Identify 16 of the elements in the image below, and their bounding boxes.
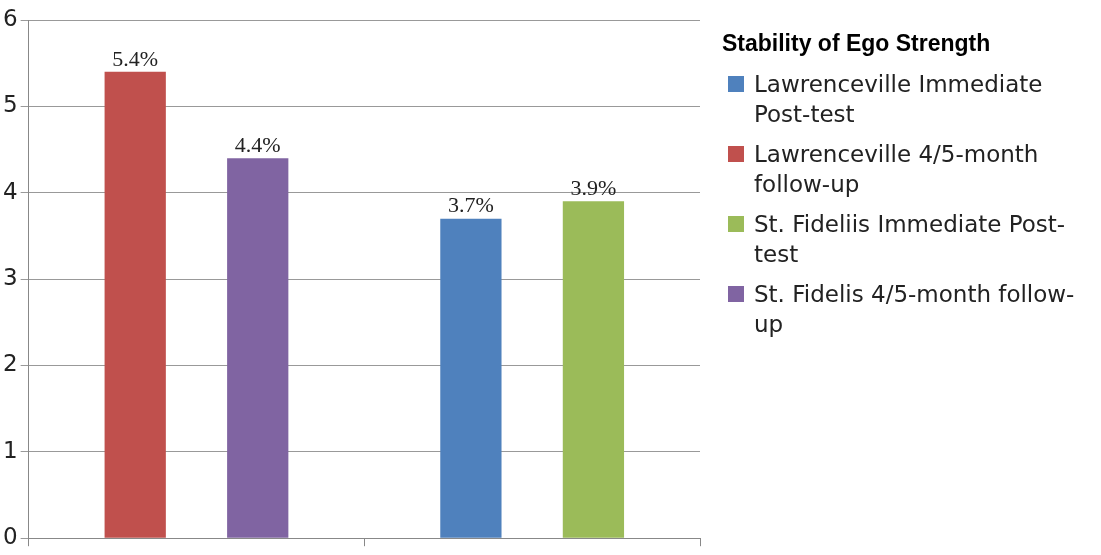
data-label: 5.4% [112, 45, 159, 71]
legend-label: Lawrenceville Immediate Post-test [754, 70, 1044, 129]
legend-label: St. Fideliis Immediate Post-test [754, 210, 1067, 269]
legend-title: Stability of Ego Strength [722, 30, 992, 57]
legend-label: Lawrenceville 4/5-month follow-up [754, 140, 1040, 199]
y-tick-label: 5 [2, 91, 18, 118]
legend-label: St. Fidelis 4/5-month follow-up [754, 280, 1076, 339]
y-tick-label: 0 [2, 523, 18, 550]
y-tick-label: 4 [2, 177, 18, 204]
y-tick-label: 3 [2, 264, 18, 291]
y-tick-label: 6 [2, 4, 18, 31]
y-tick-label: 1 [2, 436, 18, 463]
data-label: 3.9% [570, 175, 617, 201]
data-label: 3.7% [447, 192, 494, 218]
data-label: 4.4% [234, 131, 281, 157]
y-tick-label: 2 [2, 350, 18, 377]
